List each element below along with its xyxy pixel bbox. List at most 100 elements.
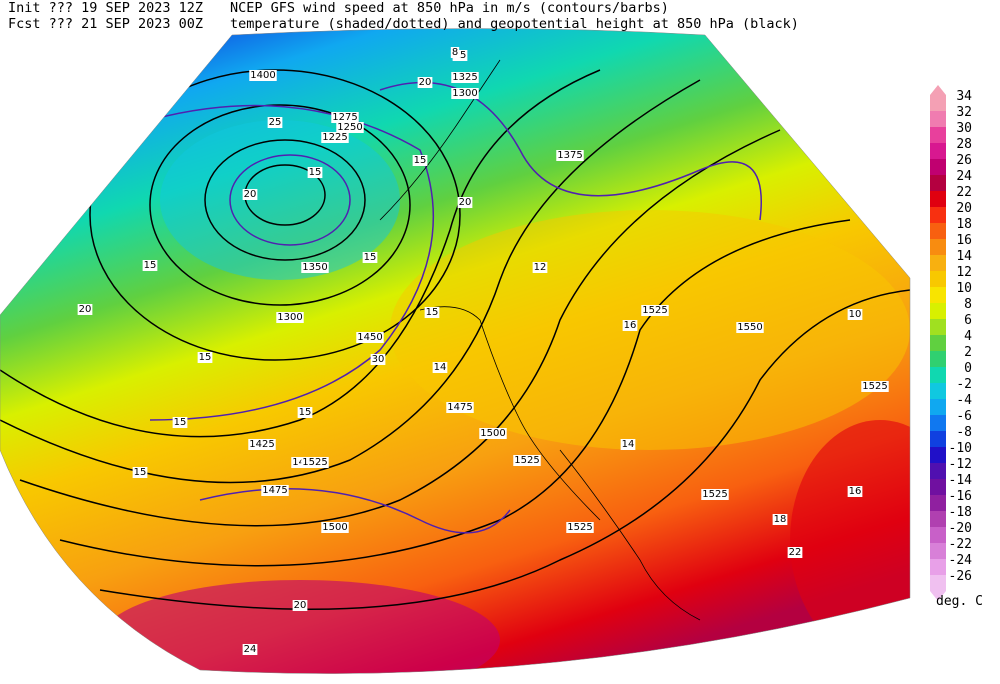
- colorbar-swatch: [930, 191, 946, 207]
- contour-label: 20: [459, 197, 472, 208]
- contour-label: 1225: [322, 132, 347, 143]
- contour-label: 16: [624, 320, 637, 331]
- colorbar-label: 22: [956, 185, 972, 200]
- contour-label: 20: [294, 600, 307, 611]
- colorbar-label: -10: [949, 441, 972, 456]
- contour-label-bg: [446, 402, 474, 413]
- contour-label-bg: [622, 320, 638, 331]
- colorbar-label: 32: [956, 105, 972, 120]
- contour-label: 15: [454, 50, 467, 61]
- colorbar-swatch: [930, 575, 946, 591]
- contour-label-bg: [331, 112, 359, 123]
- contour-label: 16: [849, 486, 862, 497]
- contour-label-bg: [242, 189, 258, 200]
- colorbar-unit: deg. C: [936, 594, 983, 609]
- colorbar-swatch: [930, 463, 946, 479]
- colorbar-label: 26: [956, 153, 972, 168]
- colorbar-label: 24: [956, 169, 972, 184]
- contour-label: 14: [434, 362, 447, 373]
- contour-label-bg: [321, 132, 349, 143]
- contour-label-bg: [142, 260, 158, 271]
- contour-label: 22: [789, 547, 802, 558]
- colorbar-swatch: [930, 255, 946, 271]
- contour-label-bg: [451, 88, 479, 99]
- map-border: [0, 28, 911, 674]
- contour-label-bg: [450, 47, 460, 58]
- contour-label-bg: [172, 417, 188, 428]
- contour-label-bg: [132, 467, 148, 478]
- contour-label: 1475: [262, 485, 287, 496]
- colorbar-label: 14: [956, 249, 972, 264]
- contour-label: 15: [364, 252, 377, 263]
- contour-label: 15: [309, 167, 322, 178]
- contour-label: 15: [174, 417, 187, 428]
- colorbar-swatch: [930, 207, 946, 223]
- contour-label: 1525: [862, 381, 887, 392]
- contour-label: 1300: [452, 88, 477, 99]
- contour-label: 20: [244, 189, 257, 200]
- contour-label-bg: [356, 332, 384, 343]
- forecast-time: Fcst ??? 21 SEP 2023 00Z: [8, 16, 203, 32]
- contour-label-bg: [301, 262, 329, 273]
- contour-label: 8: [452, 47, 458, 58]
- colorbar-swatch: [930, 543, 946, 559]
- contour-label-bg: [424, 307, 440, 318]
- contour-label: 25: [269, 117, 282, 128]
- contour-label-bg: [267, 117, 283, 128]
- contour-label: 1525: [514, 455, 539, 466]
- contour-label: 1300: [277, 312, 302, 323]
- contour-label-bg: [532, 262, 548, 273]
- colorbar-label: -2: [956, 377, 972, 392]
- contour-label: 1525: [302, 457, 327, 468]
- coastlines: [379, 59, 701, 621]
- colorbar-label: 2: [964, 345, 972, 360]
- colorbar-swatch: [930, 415, 946, 431]
- contour-label-bg: [297, 407, 313, 418]
- contour-label: 1250: [337, 122, 362, 133]
- contour-label: 1525: [567, 522, 592, 533]
- contour-label-bg: [249, 70, 277, 81]
- contour-label-bg: [292, 600, 308, 611]
- contour-label-bg: [276, 312, 304, 323]
- colorbar-label: -8: [956, 425, 972, 440]
- colorbar-swatch: [930, 95, 946, 111]
- contour-label: 1550: [737, 322, 762, 333]
- colorbar-label: 20: [956, 201, 972, 216]
- contour-label-bg: [248, 439, 276, 450]
- temperature-shading: [790, 420, 910, 660]
- colorbar-label: 16: [956, 233, 972, 248]
- contour-label: 15: [414, 155, 427, 166]
- colorbar-swatch: [930, 335, 946, 351]
- colorbar-label: -20: [949, 521, 972, 536]
- map: 1300132512501225127513501300137514001425…: [0, 28, 910, 674]
- colorbar-swatch: [930, 383, 946, 399]
- temperature-shading: [390, 210, 910, 450]
- colorbar-label: 28: [956, 137, 972, 152]
- init-time: Init ??? 19 SEP 2023 12Z: [8, 0, 203, 16]
- contour-label: 15: [426, 307, 439, 318]
- colorbar-swatch: [930, 271, 946, 287]
- contour-label-bg: [861, 381, 889, 392]
- colorbar-swatch: [930, 511, 946, 527]
- colorbar-swatch: [930, 303, 946, 319]
- colorbar-label: 18: [956, 217, 972, 232]
- contour-label-bg: [736, 322, 764, 333]
- contour-label: 15: [299, 407, 312, 418]
- colorbar-swatch: [930, 127, 946, 143]
- contour-label-bg: [513, 455, 541, 466]
- contour-labels: 1300132512501225127513501300137514001425…: [77, 47, 889, 655]
- colorbar-swatch: [930, 447, 946, 463]
- colorbar-label: 8: [964, 297, 972, 312]
- contour-label: 15: [199, 352, 212, 363]
- contour-label-bg: [321, 522, 349, 533]
- contour-label: 1425: [249, 439, 274, 450]
- colorbar-label: 6: [964, 313, 972, 328]
- contour-label-bg: [847, 309, 863, 320]
- contour-label-bg: [701, 489, 729, 500]
- contour-label: 12: [534, 262, 547, 273]
- contour-label: 18: [774, 514, 787, 525]
- colorbar-label: -16: [949, 489, 972, 504]
- contour-label-bg: [307, 167, 323, 178]
- colorbar-swatch: [930, 479, 946, 495]
- colorbar-swatch: [930, 559, 946, 575]
